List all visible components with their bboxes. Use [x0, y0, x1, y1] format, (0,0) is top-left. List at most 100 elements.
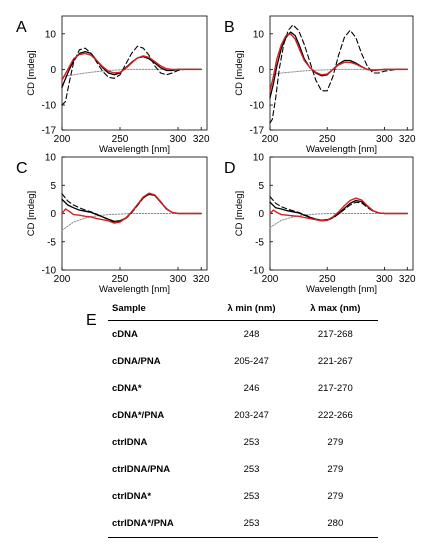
column-header-lambda-max: λ max (nm): [292, 300, 378, 321]
plot-frame: [269, 15, 414, 131]
column-header-lambda-min: λ min (nm): [210, 300, 293, 321]
x-axis-label: Wavelength [nm]: [99, 144, 170, 155]
table-row: cDNA/PNA 205-247 221-267: [108, 348, 378, 375]
y-tick-label: -5: [47, 237, 56, 248]
x-tick-label: 250: [112, 134, 129, 145]
lambda-min-cell: 203-247: [234, 410, 269, 421]
lambda-max-cell: 279: [327, 491, 344, 502]
column-header-sample: Sample: [108, 300, 211, 321]
sample-cell: cDNA*/PNA: [112, 410, 165, 421]
series-line-black-dashed: [269, 24, 408, 124]
y-axis-label: CD [mdeg]: [234, 191, 245, 236]
series-line-red-solid: [61, 192, 202, 224]
lambda-min-cell: 253: [210, 510, 293, 538]
y-tick-label: -10: [42, 266, 57, 277]
x-tick-label: 250: [112, 274, 129, 285]
plot-frame: [61, 15, 208, 131]
panel-label: D: [224, 160, 236, 177]
cd-spectra-figure: A -17 -10 0 10 200 250 300 320 Wavelength [nm] CD …: [16, 15, 416, 296]
x-tick-label: 200: [54, 134, 71, 145]
lambda-max-cell: 217-268: [317, 329, 353, 340]
y-tick-label: 10: [253, 153, 265, 164]
y-tick-label: -17: [250, 126, 265, 137]
lambda-min-cell: 253: [243, 464, 260, 475]
lambda-min-cell: 205-247: [234, 356, 269, 367]
x-tick-label: 250: [319, 274, 336, 285]
cd-panel-a: A -17 -10 0 10 200 250 300 320 Wavelength [nm] CD …: [16, 15, 210, 155]
table-row: cDNA* 246 217-270: [108, 375, 378, 402]
x-tick-label: 300: [170, 274, 187, 285]
sample-cell: ctrlDNA/PNA: [112, 464, 171, 475]
y-tick-label: 10: [45, 29, 57, 40]
series-line-red-solid: [61, 52, 202, 81]
panel-label: A: [16, 19, 27, 36]
lambda-max-cell: 221-267: [317, 356, 353, 367]
table-row: ctrlDNA* 253 279: [108, 483, 378, 510]
wavelength-table: Sample λ min (nm) λ max (nm) cDNA 248 21…: [108, 300, 378, 538]
x-tick-label: 320: [399, 134, 416, 145]
y-axis-label: CD [mdeg]: [26, 50, 37, 95]
x-tick-label: 320: [399, 274, 416, 285]
panel-label: C: [16, 160, 28, 177]
lambda-max-cell: 222-266: [317, 410, 353, 421]
y-axis-label: CD [mdeg]: [234, 50, 245, 95]
x-tick-label: 200: [262, 274, 279, 285]
x-tick-label: 320: [193, 134, 210, 145]
y-axis-label: CD [mdeg]: [26, 191, 37, 236]
x-tick-label: 300: [376, 274, 393, 285]
panel-label: B: [224, 19, 235, 36]
y-tick-label: -10: [250, 101, 265, 112]
series-line-red-solid: [269, 197, 408, 222]
lambda-max-cell: 217-270: [317, 383, 353, 394]
series-line-gray-dotted: [61, 68, 202, 78]
sample-cell: ctrlDNA*: [112, 491, 152, 502]
x-axis-label: Wavelength [nm]: [306, 144, 377, 155]
y-tick-label: 10: [253, 29, 265, 40]
y-tick-label: 5: [50, 181, 56, 192]
series-line-red-solid: [269, 33, 408, 92]
y-tick-label: 10: [45, 153, 57, 164]
y-tick-label: 0: [258, 65, 264, 76]
sample-cell: ctrlDNA: [112, 437, 148, 448]
series-line-black-solid: [61, 193, 202, 223]
x-axis-label: Wavelength [nm]: [306, 284, 377, 295]
sample-cell: cDNA*: [112, 383, 142, 394]
y-tick-label: -17: [42, 126, 57, 137]
x-tick-label: 320: [193, 274, 210, 285]
lambda-min-cell: 253: [243, 491, 260, 502]
cd-panel-c: C -10 -5 0 5 10 200 250 300 320 Wavelength [nm] CD …: [16, 153, 210, 296]
table-row: ctrlDNA*/PNA 253 280: [108, 510, 378, 538]
y-tick-label: 5: [258, 181, 264, 192]
y-tick-label: 0: [50, 65, 56, 76]
table-row: ctrlDNA/PNA 253 279: [108, 456, 378, 483]
x-tick-label: 200: [262, 134, 279, 145]
series-line-black-dashed: [61, 45, 202, 106]
table-row: cDNA*/PNA 203-247 222-266: [108, 402, 378, 429]
y-tick-label: 0: [258, 209, 264, 220]
x-tick-label: 250: [319, 134, 336, 145]
table-header-row: Sample λ min (nm) λ max (nm): [108, 300, 378, 321]
series-line-gray-dotted: [269, 68, 408, 76]
table-row: ctrlDNA 253 279: [108, 429, 378, 456]
cd-panel-d: D -10 -5 0 5 10 200 250 300 320 Wavelength [nm] CD …: [224, 153, 416, 296]
lambda-max-cell: 279: [327, 437, 344, 448]
panel-label-e: E: [86, 312, 97, 329]
sample-cell: cDNA/PNA: [112, 356, 161, 367]
y-tick-label: -10: [42, 101, 57, 112]
y-tick-label: 0: [50, 209, 56, 220]
sample-cell: ctrlDNA*/PNA: [108, 510, 211, 538]
series-line-black-dashed: [269, 196, 408, 222]
cd-panel-b: B -17 -10 0 10 200 250 300 320 Wavelength [nm] CD …: [224, 15, 416, 155]
lambda-min-cell: 246: [243, 383, 260, 394]
x-tick-label: 200: [54, 274, 71, 285]
sample-cell: cDNA: [112, 329, 138, 340]
x-axis-label: Wavelength [nm]: [99, 284, 170, 295]
table-row: cDNA 248 217-268: [108, 321, 378, 349]
series-line-black-dashed: [61, 193, 202, 223]
x-tick-label: 300: [376, 134, 393, 145]
lambda-max-cell: 279: [327, 464, 344, 475]
x-tick-label: 300: [170, 134, 187, 145]
lambda-min-cell: 248: [243, 329, 260, 340]
lambda-max-cell: 280: [292, 510, 378, 538]
y-tick-label: -10: [250, 266, 265, 277]
